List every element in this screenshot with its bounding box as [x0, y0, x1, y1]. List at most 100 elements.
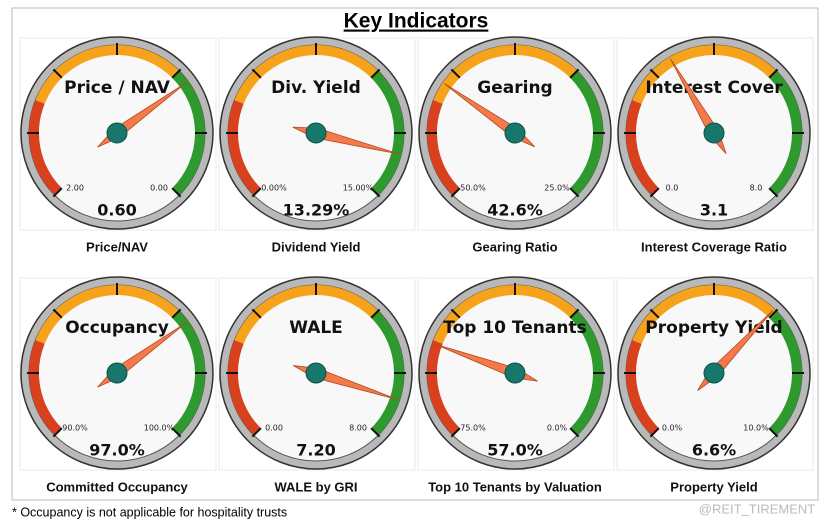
gauge-tick: [370, 68, 381, 79]
gauge-band: [626, 340, 659, 436]
gauge-band: [228, 340, 261, 436]
gauge-end-tick: [768, 187, 779, 198]
gauge-end-tick: [52, 427, 63, 438]
gauge-hub: [504, 122, 526, 144]
gauge-tick: [52, 68, 63, 79]
gauge-title: Occupancy: [65, 318, 169, 338]
gauge-end-tick: [370, 187, 381, 198]
gauge-value: 7.20: [296, 441, 335, 460]
gauge-band: [433, 285, 578, 344]
gauge-tick: [251, 308, 262, 319]
gauge-hub: [703, 122, 725, 144]
gauge-title: Property Yield: [645, 318, 782, 338]
gauge-caption: WALE by GRI: [274, 479, 357, 494]
gauge-tick: [569, 68, 580, 79]
gauge-end-tick: [649, 427, 660, 438]
gauge-limit-label: 75.0%: [460, 424, 486, 433]
gauge-end-tick: [768, 427, 779, 438]
gauge-limit-label: 100.0%: [144, 424, 175, 433]
gauge-band: [35, 285, 180, 344]
gauge-title: Top 10 Tenants: [443, 318, 586, 338]
gauge-value: 0.60: [97, 201, 136, 220]
gauge-value: 6.6%: [692, 441, 736, 460]
gauge-tick: [569, 308, 580, 319]
gauge-limit-label: 0.00%: [261, 184, 287, 193]
gauge-hub: [106, 122, 128, 144]
gauge-end-tick: [171, 187, 182, 198]
gauge-band: [632, 45, 777, 104]
gauge-caption: Gearing Ratio: [472, 239, 557, 254]
gauge-title: Div. Yield: [271, 78, 361, 98]
gauge-hub: [504, 362, 526, 384]
gauge-band: [427, 340, 460, 436]
gauge-band: [433, 45, 578, 104]
gauge-title: Interest Cover: [645, 78, 783, 98]
gauge-tick: [370, 308, 381, 319]
gauge-band: [626, 100, 659, 196]
gauge-caption: Interest Coverage Ratio: [641, 239, 787, 254]
gauge-hub: [305, 362, 327, 384]
gauge-caption: Dividend Yield: [272, 239, 361, 254]
gauge-end-tick: [569, 427, 580, 438]
gauge-tick: [768, 68, 779, 79]
gauge-limit-label: 90.0%: [62, 424, 88, 433]
gauge-end-tick: [251, 187, 262, 198]
gauge-limit-label: 0.0%: [547, 424, 568, 433]
gauge-title: WALE: [289, 318, 343, 338]
page-title: Key Indicators: [344, 10, 489, 33]
gauge-tick: [171, 308, 182, 319]
gauge-band: [234, 285, 379, 344]
gauge-caption: Price/NAV: [86, 239, 148, 254]
gauge-caption: Committed Occupancy: [46, 479, 188, 494]
gauge-limit-label: 2.00: [66, 184, 84, 193]
gauge-limit-label: 0.0: [666, 184, 679, 193]
gauge-caption: Top 10 Tenants by Valuation: [428, 479, 602, 494]
gauge-end-tick: [370, 427, 381, 438]
footnote: * Occupancy is not applicable for hospit…: [12, 505, 287, 519]
gauge-limit-label: 8.00: [349, 424, 367, 433]
gauge-limit-label: 15.00%: [343, 184, 374, 193]
gauge-limit-label: 0.00: [150, 184, 168, 193]
gauge-tick: [649, 308, 660, 319]
gauge-tick: [450, 68, 461, 79]
gauge-band: [632, 285, 777, 344]
gauge-tick: [768, 308, 779, 319]
gauge-value: 97.0%: [89, 441, 145, 460]
gauge-limit-label: 8.0: [750, 184, 763, 193]
gauge-hub: [703, 362, 725, 384]
gauge-tick: [649, 68, 660, 79]
gauge-band: [29, 340, 62, 436]
gauge-hub: [106, 362, 128, 384]
gauge-band: [234, 45, 379, 104]
gauge-value: 42.6%: [487, 201, 543, 220]
gauge-band: [35, 45, 180, 104]
frame: [11, 7, 819, 501]
gauge-tick: [52, 308, 63, 319]
gauge-tick: [450, 308, 461, 319]
gauge-value: 57.0%: [487, 441, 543, 460]
gauge-end-tick: [450, 427, 461, 438]
gauge-end-tick: [52, 187, 63, 198]
gauge-limit-label: 0.0%: [662, 424, 683, 433]
gauge-limit-label: 25.0%: [544, 184, 570, 193]
gauge-end-tick: [569, 187, 580, 198]
gauge-caption: Property Yield: [670, 479, 757, 494]
gauge-value: 13.29%: [283, 201, 350, 220]
gauge-value: 3.1: [700, 201, 728, 220]
gauge-band: [29, 100, 62, 196]
gauge-title: Price / NAV: [64, 78, 171, 98]
gauge-limit-label: 0.00: [265, 424, 283, 433]
gauge-end-tick: [251, 427, 262, 438]
gauge-end-tick: [450, 187, 461, 198]
gauge-band: [427, 100, 460, 196]
gauge-end-tick: [649, 187, 660, 198]
watermark: @REIT_TIREMENT: [699, 501, 816, 516]
gauge-end-tick: [171, 427, 182, 438]
gauge-band: [228, 100, 261, 196]
gauge-title: Gearing: [477, 78, 552, 98]
gauge-tick: [171, 68, 182, 79]
gauge-tick: [251, 68, 262, 79]
gauge-limit-label: 50.0%: [460, 184, 486, 193]
gauge-hub: [305, 122, 327, 144]
